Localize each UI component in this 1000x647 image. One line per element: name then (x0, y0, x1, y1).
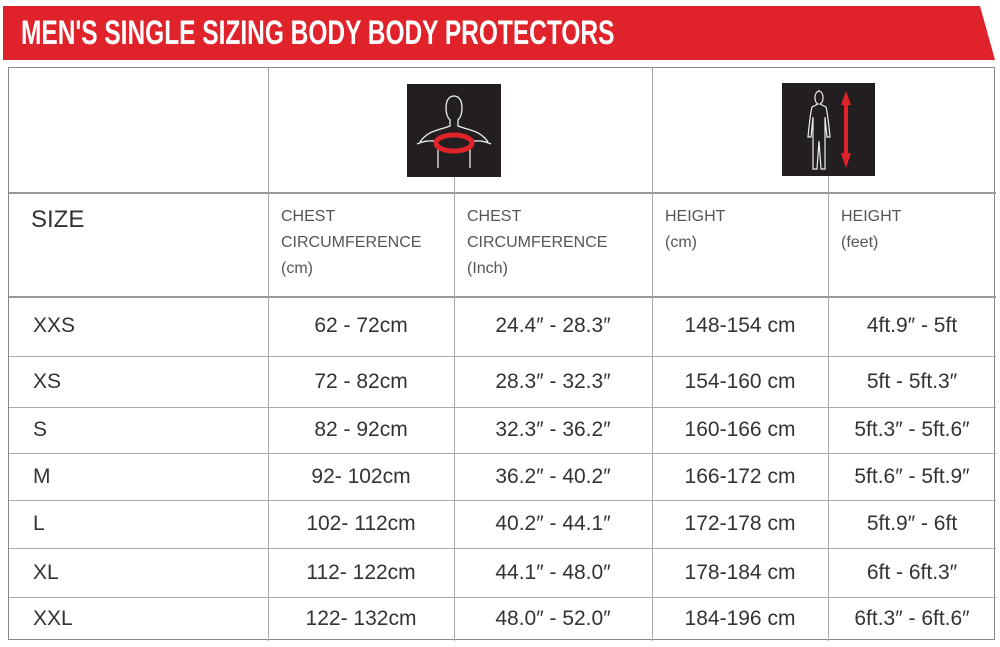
table-cell: 6ft - 6ft.3″ (866, 560, 958, 584)
table-cell: 172-178 cm (684, 512, 796, 535)
header-line: (feet) (841, 234, 879, 251)
size-label: L (33, 512, 45, 535)
header-line: (cm) (281, 260, 313, 277)
row-divider (9, 500, 996, 501)
header-chest-cm: CHEST CIRCUMFERENCE (cm) (281, 204, 421, 282)
column-divider (652, 68, 653, 641)
header-height-cm: HEIGHT (cm) (665, 204, 725, 256)
table-cell: 112- 122cm (306, 560, 416, 584)
row-divider (9, 192, 996, 194)
table-cell: 24.4″ - 28.3″ (495, 314, 611, 337)
table-cell: 102- 112cm (306, 512, 416, 535)
size-label: XS (33, 369, 62, 393)
header-line: CHEST (467, 208, 522, 225)
row-divider (9, 356, 996, 357)
table-cell: 6ft.3″ - 6ft.6″ (854, 607, 970, 630)
size-label: S (33, 418, 48, 441)
table-cell: 72 - 82cm (314, 369, 408, 393)
table-cell: 122- 132cm (305, 607, 417, 630)
table-cell: 154-160 cm (684, 369, 796, 393)
row-divider (9, 296, 996, 298)
table-cell: 82 - 92cm (314, 418, 408, 441)
table-cell: 5ft.3″ - 5ft.6″ (854, 418, 970, 441)
header-height-feet: HEIGHT (feet) (841, 204, 901, 256)
row-divider (9, 453, 996, 454)
column-divider (268, 68, 269, 641)
header-line: (Inch) (467, 260, 508, 277)
table-cell: 184-196 cm (684, 607, 796, 630)
table-cell: 4ft.9″ - 5ft (866, 314, 958, 337)
column-divider (828, 176, 829, 641)
table-cell: 28.3″ - 32.3″ (495, 369, 611, 393)
size-label: XXL (33, 607, 73, 630)
size-chart-table: SIZE CHEST CIRCUMFERENCE (cm) CHEST CIRCUMFER… (8, 67, 996, 641)
table-cell: 40.2″ - 44.1″ (495, 512, 611, 535)
header-size: SIZE (31, 206, 85, 233)
table-cell: 48.0″ - 52.0″ (495, 607, 611, 630)
column-divider (454, 177, 455, 641)
table-cell: 160-166 cm (684, 418, 796, 441)
size-label: M (33, 464, 51, 488)
title-banner: MEN'S SINGLE SIZING BODY BODY PROTECTORS (3, 6, 995, 60)
header-line: CIRCUMFERENCE (281, 234, 422, 251)
table-cell: 44.1″ - 48.0″ (495, 560, 611, 584)
size-label: XXS (33, 314, 76, 337)
header-line: (cm) (665, 234, 697, 251)
table-cell: 166-172 cm (684, 464, 796, 488)
table-cell: 36.2″ - 40.2″ (495, 464, 611, 488)
header-chest-inch: CHEST CIRCUMFERENCE (Inch) (467, 204, 607, 282)
table-cell: 5ft.9″ - 6ft (866, 512, 958, 535)
table-cell: 32.3″ - 36.2″ (495, 418, 611, 441)
table-cell: 62 - 72cm (314, 314, 408, 337)
page-title: MEN'S SINGLE SIZING BODY BODY PROTECTORS (21, 14, 615, 52)
header-line: HEIGHT (841, 208, 902, 225)
table-cell: 5ft - 5ft.3″ (866, 369, 958, 393)
table-cell: 92- 102cm (311, 464, 411, 488)
header-line: HEIGHT (665, 208, 726, 225)
table-cell: 148-154 cm (684, 314, 796, 337)
size-label: XL (33, 560, 59, 584)
header-line: CHEST (281, 208, 336, 225)
header-line: CIRCUMFERENCE (467, 234, 608, 251)
table-cell: 178-184 cm (684, 560, 796, 584)
row-divider (9, 597, 996, 598)
table-cell: 5ft.6″ - 5ft.9″ (854, 464, 970, 488)
chest-measurement-icon (407, 84, 501, 177)
height-measurement-icon (782, 83, 875, 176)
row-divider (9, 548, 996, 549)
row-divider (9, 407, 996, 408)
